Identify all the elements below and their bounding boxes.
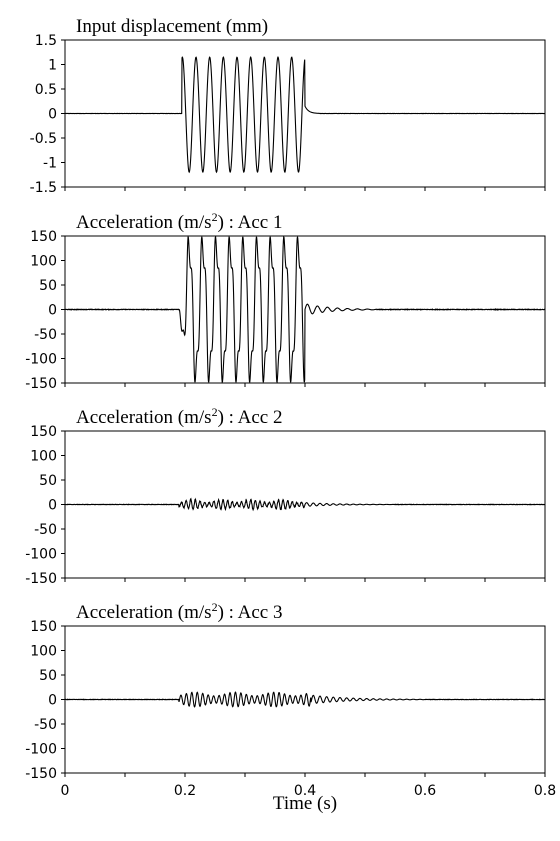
panel-3-title-tail: ) : Acc 2 <box>218 407 283 428</box>
panel-4-y-tick-label: 100 <box>30 644 57 660</box>
x-tick-label: 0.2 <box>174 783 196 799</box>
panel-1-y-tick-label: -1.5 <box>30 180 57 196</box>
x-tick-label: 0.8 <box>534 783 556 799</box>
panel-4-y-tick-label: -150 <box>25 766 57 782</box>
panel-4-title-tail: ) : Acc 3 <box>218 602 283 623</box>
panel-2-y-tick-label: -150 <box>25 376 57 392</box>
panel-4-title-sup: 2 <box>212 600 218 614</box>
panel-3-title: Acceleration (m/s2) : Acc 2 <box>76 405 283 428</box>
panel-3-y-tick-label: 0 <box>48 498 57 514</box>
panel-3-y-tick-label: -50 <box>34 522 57 538</box>
panel-4-y-tick-label: 50 <box>39 668 57 684</box>
panel-3-y-tick-label: -150 <box>25 571 57 587</box>
panel-1-y-tick-label: 0.5 <box>35 82 57 98</box>
panel-2-title-sup: 2 <box>212 210 218 224</box>
x-axis-label: Time (s) <box>273 793 337 814</box>
panel-2-title: Acceleration (m/s2) : Acc 1 <box>76 210 283 233</box>
panel-1-series-line <box>64 56 546 174</box>
panel-4-title-main: Acceleration (m/s <box>76 602 212 623</box>
panel-1-y-tick-label: 0 <box>48 107 57 123</box>
plot-area-group: 1.5 1 0.5 0 -0.5 -1 -1.5 150 100 50 0 -50 -100 -150 15… <box>25 33 556 799</box>
panel-2-y-tick-label: 50 <box>39 278 57 294</box>
panel-4-y-tick-label: -100 <box>25 742 57 758</box>
panel-2-series-line <box>64 235 546 384</box>
panel-3-y-tick-label: 100 <box>30 449 57 465</box>
panel-4-y-tick-label: 0 <box>48 693 57 709</box>
x-tick-label: 0.6 <box>414 783 436 799</box>
panel-4-y-tick-label: -50 <box>34 717 57 733</box>
panel-1-y-tick-label: 1.5 <box>35 33 57 49</box>
panel-2-y-tick-label: -50 <box>34 327 57 343</box>
panel-3-y-tick-label: -100 <box>25 547 57 563</box>
panel-4-title: Acceleration (m/s2) : Acc 3 <box>76 600 283 623</box>
panel-2-title-main: Acceleration (m/s <box>76 212 212 233</box>
panel-2-y-tick-label: -100 <box>25 352 57 368</box>
panel-1-y-tick-label: -0.5 <box>30 131 57 147</box>
panel-3-y-tick-label: 50 <box>39 473 57 489</box>
panel-3-y-tick-label: 150 <box>30 424 57 440</box>
panel-4-series-line <box>64 691 546 708</box>
panel-4-y-tick-label: 150 <box>30 619 57 635</box>
panel-2-title-tail: ) : Acc 1 <box>218 212 283 233</box>
x-tick-label: 0.4 <box>294 783 316 799</box>
panel-3-series-line <box>64 497 545 512</box>
panel-3-title-main: Acceleration (m/s <box>76 407 212 428</box>
panel-2-y-tick-label: 100 <box>30 254 57 270</box>
panel-2-y-tick-label: 150 <box>30 229 57 245</box>
panel-3-title-sup: 2 <box>212 405 218 419</box>
panel-2-y-tick-label: 0 <box>48 303 57 319</box>
panel-1-y-tick-label: -1 <box>43 156 57 172</box>
x-tick-label: 0 <box>61 783 70 799</box>
panel-1-y-tick-label: 1 <box>48 58 57 74</box>
panel-1-title: Input displacement (mm) <box>76 16 268 37</box>
